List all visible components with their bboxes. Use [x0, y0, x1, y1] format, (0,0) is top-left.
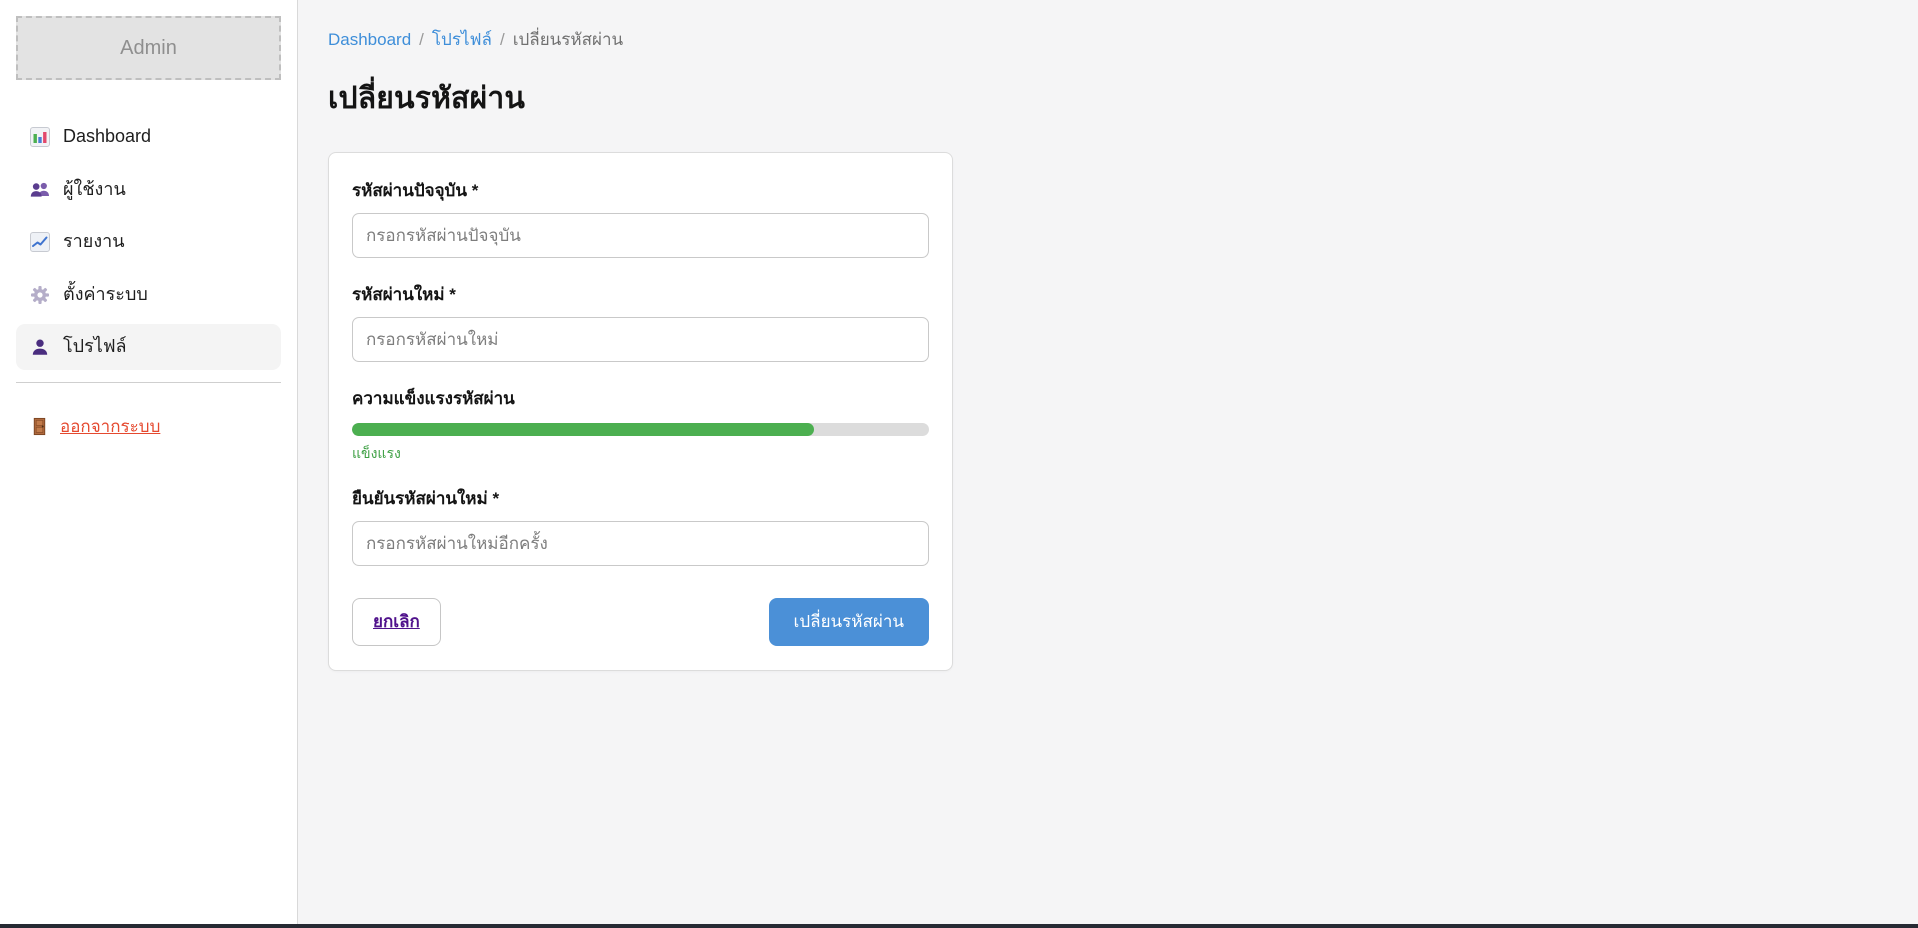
breadcrumb-link-dashboard[interactable]: Dashboard [328, 30, 412, 49]
sidebar-item-label: โปรไฟล์ [63, 336, 127, 357]
breadcrumb-separator: / [419, 30, 424, 49]
logout-link[interactable]: ออกจากระบบ [30, 413, 160, 440]
users-icon [30, 179, 50, 199]
sidebar-item-label: รายงาน [63, 231, 125, 252]
gear-icon [30, 285, 50, 305]
change-password-button[interactable]: เปลี่ยนรหัสผ่าน [768, 598, 929, 647]
breadcrumb: Dashboard / โปรไฟล์ / เปลี่ยนรหัสผ่าน [328, 26, 1888, 53]
new-password-input[interactable] [352, 317, 929, 362]
door-icon [30, 417, 50, 437]
sidebar-item-profile[interactable]: โปรไฟล์ [16, 324, 281, 370]
person-icon [30, 337, 50, 357]
main-content: Dashboard / โปรไฟล์ / เปลี่ยนรหัสผ่าน เปลี่ย… [298, 0, 1918, 928]
change-password-card: รหัสผ่านปัจจุบัน * รหัสผ่านใหม่ * ความแข… [328, 152, 953, 672]
cancel-button[interactable]: ยกเลิก [352, 598, 441, 647]
new-password-label: รหัสผ่านใหม่ * [352, 285, 456, 304]
logout-label: ออกจากระบบ [60, 416, 161, 436]
sidebar-item-label: Dashboard [63, 126, 152, 146]
sidebar-divider [16, 381, 281, 383]
page-title: เปลี่ยนรหัสผ่าน [328, 82, 526, 115]
sidebar-item-settings[interactable]: ตั้งค่าระบบ [16, 272, 281, 318]
current-password-input[interactable] [352, 213, 929, 258]
confirm-password-label: ยืนยันรหัสผ่านใหม่ * [352, 489, 500, 508]
window-bottom-edge [0, 924, 1918, 928]
sidebar: Admin Dashboard [0, 0, 298, 928]
breadcrumb-link-profile[interactable]: โปรไฟล์ [431, 30, 492, 49]
strength-bar-fill [352, 423, 814, 436]
brand-label: Admin [120, 36, 177, 59]
bar-chart-icon [30, 126, 50, 147]
sidebar-item-label: ผู้ใช้งาน [63, 178, 126, 199]
breadcrumb-separator: / [499, 30, 505, 49]
confirm-password-input[interactable] [352, 521, 929, 566]
sidebar-nav: Dashboard ผู้ใช้งาน [16, 114, 281, 370]
sidebar-item-users[interactable]: ผู้ใช้งาน [16, 167, 281, 213]
form-actions: ยกเลิก เปลี่ยนรหัสผ่าน [352, 598, 929, 647]
sidebar-item-dashboard[interactable]: Dashboard [16, 114, 281, 160]
sidebar-item-label: ตั้งค่าระบบ [63, 283, 148, 304]
strength-label: ความแข็งแรงรหัสผ่าน [352, 389, 515, 408]
password-strength-section: ความแข็งแรงรหัสผ่าน แข็งแรง [352, 385, 929, 465]
current-password-label: รหัสผ่านปัจจุบัน * [352, 181, 479, 200]
breadcrumb-current: เปลี่ยนรหัสผ่าน [512, 30, 624, 49]
strength-value-text: แข็งแรง [352, 445, 401, 461]
sidebar-item-reports[interactable]: รายงาน [16, 219, 281, 265]
brand-logo-placeholder: Admin [16, 16, 281, 80]
line-chart-icon [30, 231, 50, 252]
strength-bar-track [352, 423, 929, 436]
